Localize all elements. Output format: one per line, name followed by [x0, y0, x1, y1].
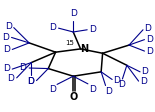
- Text: 15: 15: [65, 40, 74, 46]
- Text: D: D: [27, 77, 34, 86]
- Text: D: D: [144, 24, 151, 33]
- Text: D: D: [49, 23, 56, 32]
- Text: D: D: [89, 25, 95, 34]
- Text: D: D: [2, 33, 9, 42]
- Text: D: D: [142, 67, 148, 76]
- Text: D: D: [49, 85, 56, 94]
- Text: D: D: [114, 76, 120, 85]
- Text: D: D: [89, 85, 96, 94]
- Text: D: D: [3, 45, 10, 54]
- Text: D: D: [5, 22, 11, 31]
- Text: D: D: [19, 63, 26, 72]
- Text: D: D: [118, 80, 125, 89]
- Text: D: D: [3, 64, 10, 73]
- Text: D: D: [70, 9, 77, 18]
- Text: D: D: [8, 74, 14, 83]
- Text: D: D: [146, 35, 153, 44]
- Text: D: D: [140, 77, 147, 86]
- Text: D: D: [27, 77, 34, 86]
- Text: N: N: [81, 44, 89, 54]
- Text: D: D: [105, 87, 112, 96]
- Text: O: O: [69, 92, 77, 102]
- Text: D: D: [146, 47, 153, 56]
